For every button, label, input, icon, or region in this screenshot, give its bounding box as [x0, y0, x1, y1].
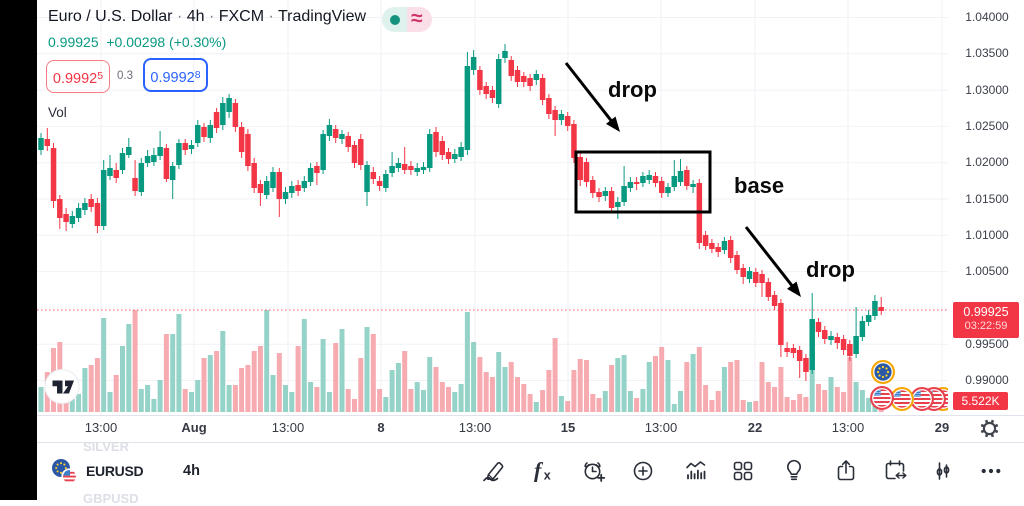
svg-text:f: f [534, 458, 544, 483]
svg-text:drop: drop [608, 77, 657, 102]
svg-text:x: x [544, 469, 551, 483]
svg-text:base: base [734, 173, 784, 198]
svg-text:drop: drop [806, 257, 855, 282]
